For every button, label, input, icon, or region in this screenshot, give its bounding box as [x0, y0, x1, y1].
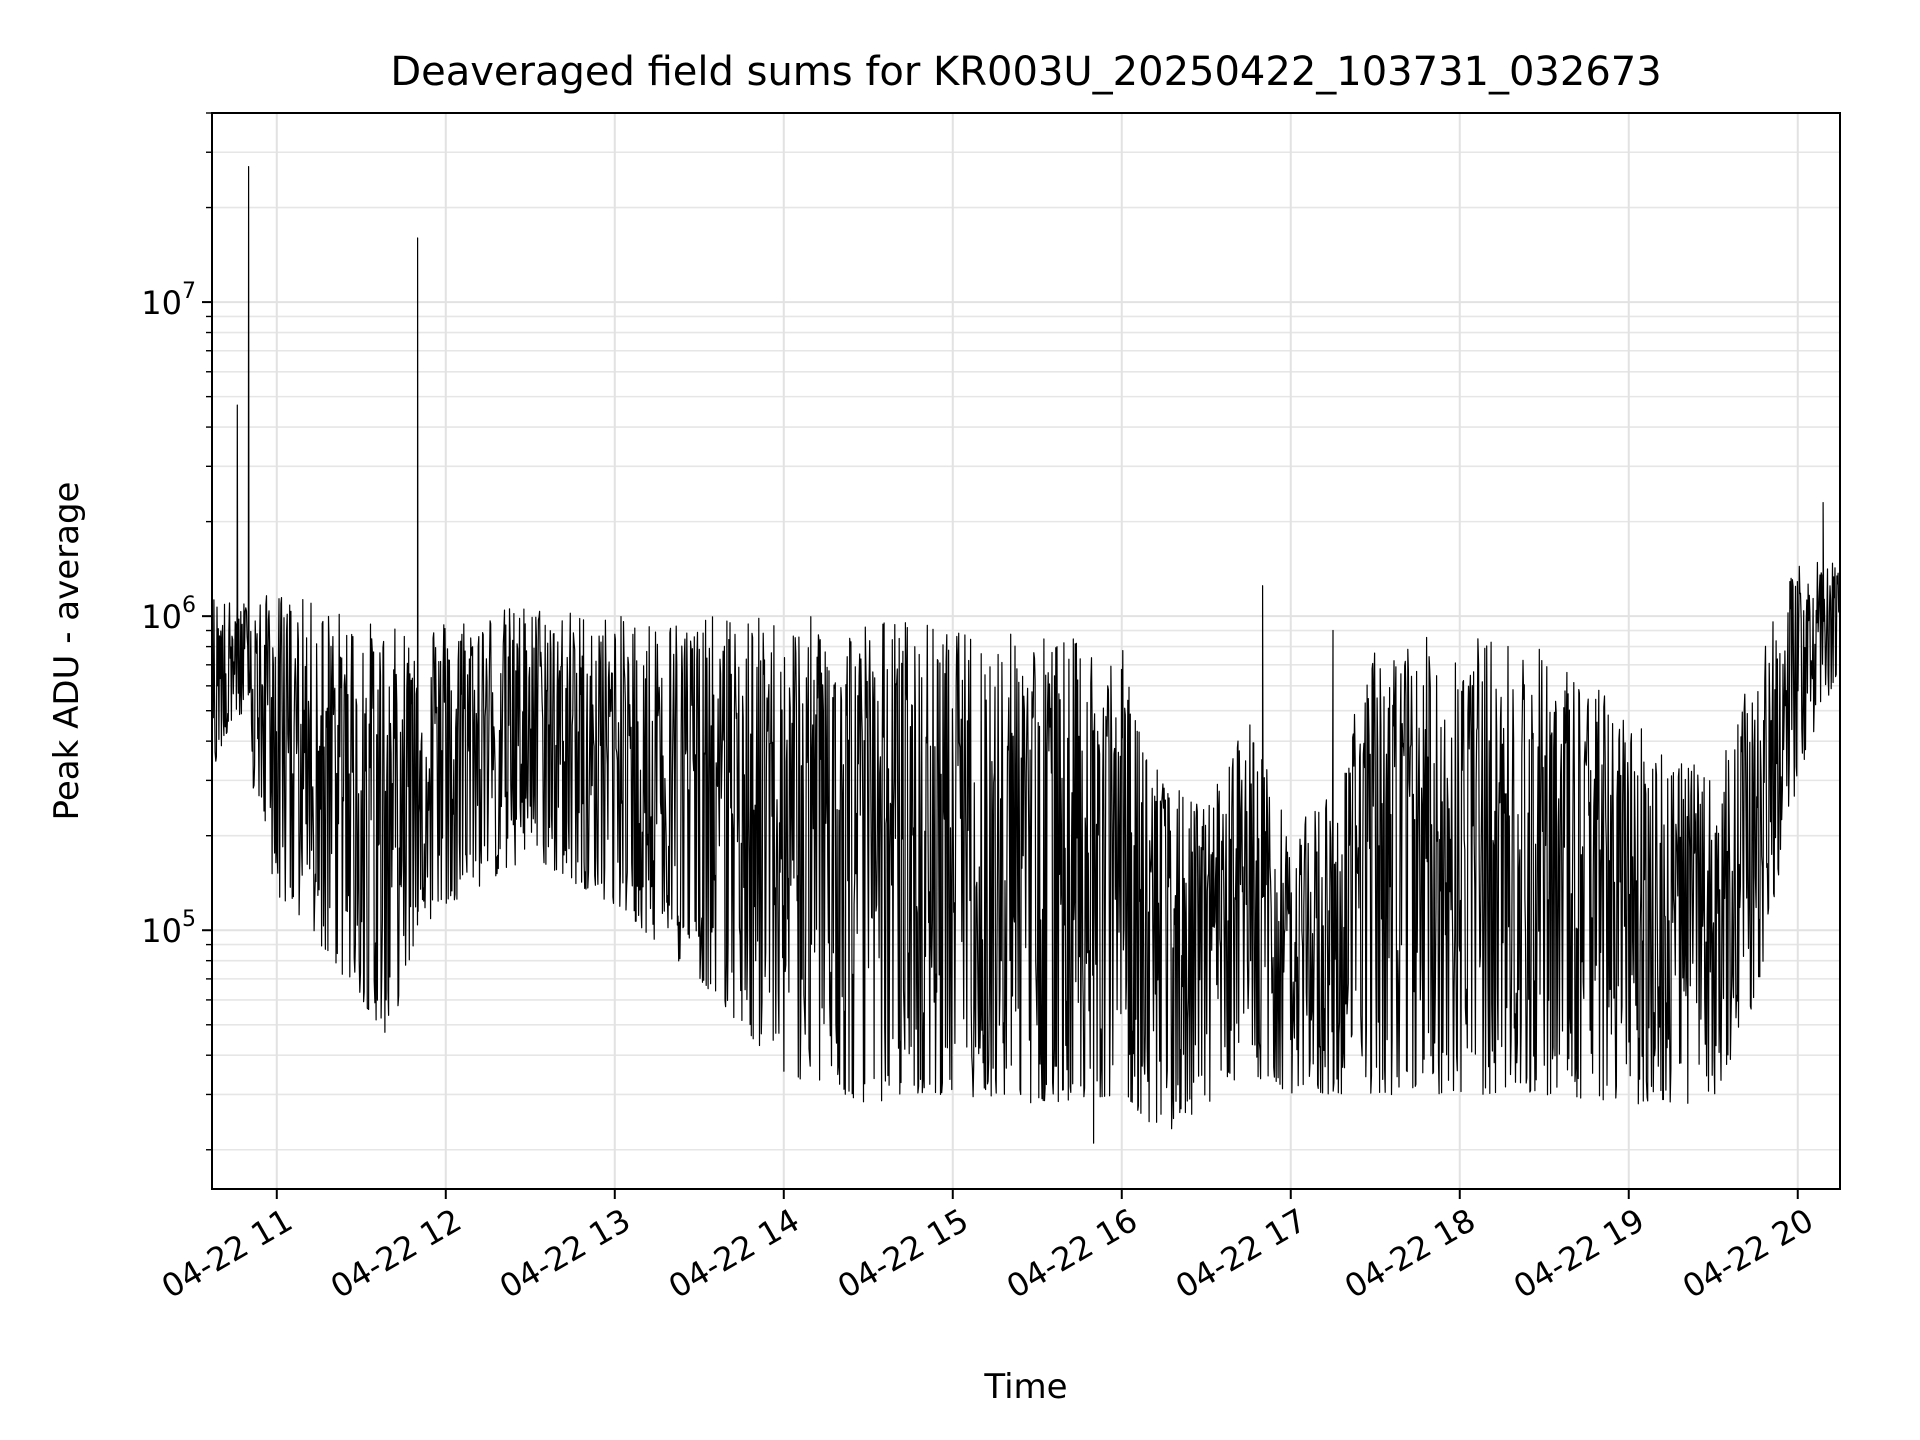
plot-frame: [211, 112, 1841, 1190]
chart-title: Deaveraged field sums for KR003U_2025042…: [390, 49, 1661, 95]
y-tick-label: 107: [141, 279, 196, 322]
y-tick-label: 105: [141, 907, 196, 950]
y-tick-label: 106: [141, 593, 196, 636]
x-axis-label: Time: [983, 1367, 1067, 1407]
series-path: [211, 166, 1841, 1144]
series-line: [211, 166, 1841, 1144]
y-axis-label: Peak ADU - average: [47, 482, 87, 821]
